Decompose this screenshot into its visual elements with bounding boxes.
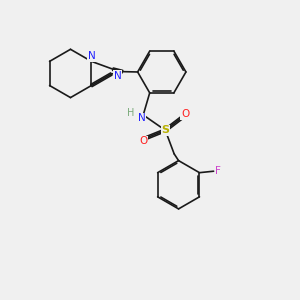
Text: N: N (114, 70, 122, 80)
Text: N: N (138, 113, 146, 124)
Text: O: O (140, 136, 148, 146)
Text: H: H (127, 109, 134, 118)
Text: N: N (88, 51, 95, 61)
Text: O: O (181, 110, 189, 119)
Text: S: S (161, 125, 169, 135)
Text: F: F (215, 166, 221, 176)
